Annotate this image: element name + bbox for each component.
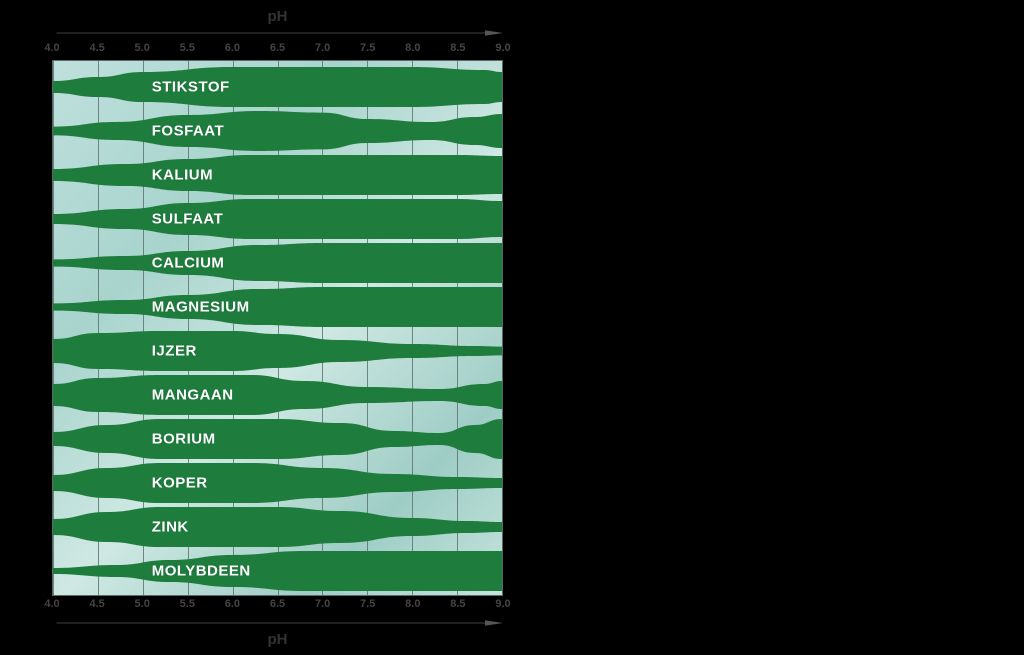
grid-line [502, 61, 503, 595]
nutrient-label: KOPER [152, 475, 208, 492]
axis-tick: 4.5 [89, 598, 104, 610]
axis-tick: 6.0 [225, 42, 240, 54]
axis-tick: 8.5 [450, 598, 465, 610]
nutrient-band: MOLYBDEEN [53, 551, 502, 591]
axis-tick: 9.0 [495, 598, 510, 610]
nutrient-band: KALIUM [53, 155, 502, 195]
nutrient-label: FOSFAAT [152, 123, 224, 140]
nutrient-label: STIKSTOF [152, 79, 230, 96]
axis-tick: 9.0 [495, 42, 510, 54]
axis-tick: 6.0 [225, 598, 240, 610]
axis-tick: 6.5 [270, 42, 285, 54]
nutrient-band: CALCIUM [53, 243, 502, 283]
axis-label-top: pH [30, 8, 525, 25]
nutrient-label: MANGAAN [152, 387, 234, 404]
axis-tick: 4.5 [89, 42, 104, 54]
nutrient-band: IJZER [53, 331, 502, 371]
nutrient-label: KALIUM [152, 167, 213, 184]
axis-tick: 7.0 [315, 42, 330, 54]
nutrient-band: BORIUM [53, 419, 502, 459]
axis-tick: 5.0 [135, 598, 150, 610]
nutrient-label: CALCIUM [152, 255, 225, 272]
nutrient-label: SULFAAT [152, 211, 224, 228]
nutrient-band: MANGAAN [53, 375, 502, 415]
nutrient-label: MAGNESIUM [152, 299, 250, 316]
axis-tick: 7.5 [360, 598, 375, 610]
nutrient-band: KOPER [53, 463, 502, 503]
nutrient-band: FOSFAAT [53, 111, 502, 151]
axis-arrow-bottom [52, 616, 503, 630]
axis-tick: 7.0 [315, 598, 330, 610]
axis-tick: 8.5 [450, 42, 465, 54]
nutrient-band: STIKSTOF [53, 67, 502, 107]
axis-tick: 5.5 [180, 598, 195, 610]
axis-tick: 4.0 [44, 598, 59, 610]
nutrient-band: SULFAAT [53, 199, 502, 239]
plot-area: STIKSTOF FOSFAAT KALIUM SULFAAT CALCIUM MAGNE… [52, 60, 503, 596]
axis-tick: 5.5 [180, 42, 195, 54]
axis-label-bottom: pH [30, 631, 525, 648]
nutrient-band: ZINK [53, 507, 502, 547]
axis-tick: 5.0 [135, 42, 150, 54]
axis-tick: 6.5 [270, 598, 285, 610]
axis-tick: 8.0 [405, 598, 420, 610]
nutrient-label: ZINK [152, 519, 189, 536]
axis-tick: 8.0 [405, 42, 420, 54]
axis-ticks-top: 4.0 4.5 5.0 5.5 6.0 6.5 7.0 7.5 8.0 8.5 9.0 [30, 42, 525, 58]
axis-arrow-top [52, 26, 503, 40]
chart-panel: pH 4.0 4.5 5.0 5.5 6.0 6.5 7.0 7.5 8.0 8.5 9.0 STI… [30, 8, 525, 648]
axis-tick: 7.5 [360, 42, 375, 54]
nutrient-label: BORIUM [152, 431, 216, 448]
nutrient-band: MAGNESIUM [53, 287, 502, 327]
axis-tick: 4.0 [44, 42, 59, 54]
nutrient-label: IJZER [152, 343, 197, 360]
nutrient-label: MOLYBDEEN [152, 563, 251, 580]
axis-ticks-bottom: 4.0 4.5 5.0 5.5 6.0 6.5 7.0 7.5 8.0 8.5 9.0 [30, 598, 525, 614]
